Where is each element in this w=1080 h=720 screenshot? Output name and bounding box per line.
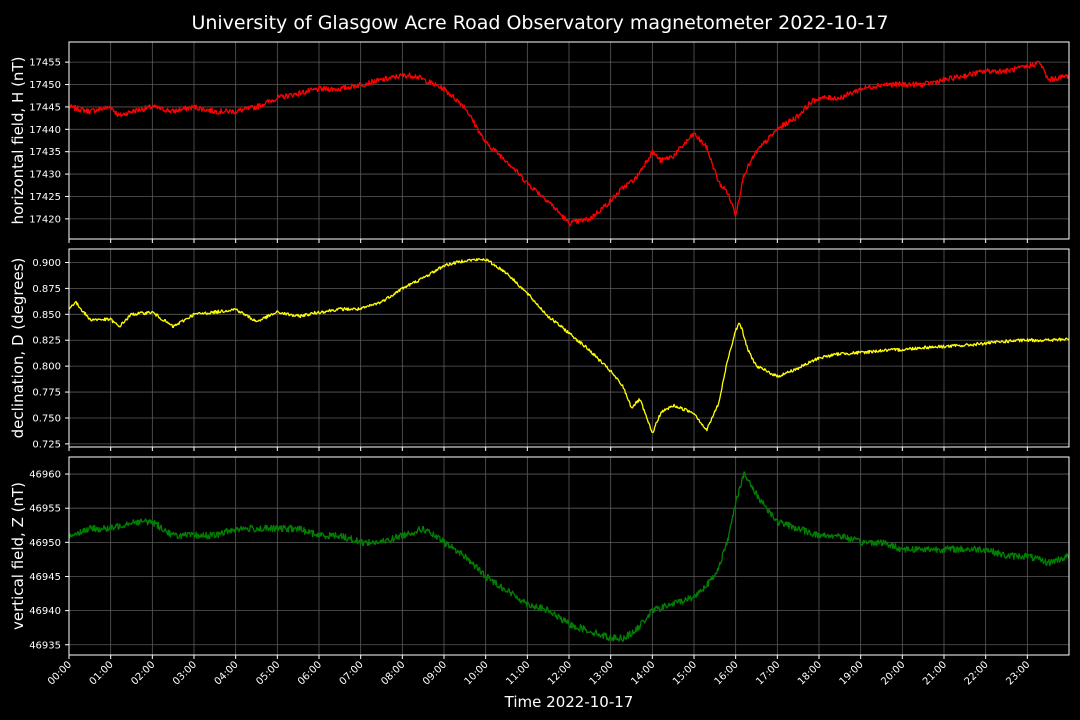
y-tick-label: 0.800: [32, 362, 61, 373]
y-tick-label: 0.900: [32, 258, 61, 269]
panel-frame: [68, 248, 1070, 448]
y-tick-label: 17455: [29, 58, 61, 69]
y-axis-label: horizontal field, H (nT): [9, 57, 27, 225]
y-tick-label: 0.725: [32, 439, 61, 450]
y-tick-label: 17425: [29, 192, 61, 203]
panel-1: 17420 17425 17430 17435 17440 17445 17450 17455…: [9, 41, 1070, 243]
y-tick-label: 46945: [29, 572, 61, 583]
y-tick-label: 17430: [29, 170, 61, 181]
y-tick-label: 0.850: [32, 310, 61, 321]
y-tick-label: 0.775: [32, 388, 61, 399]
y-axis-label: declination, D (degrees): [9, 258, 27, 439]
y-tick-label: 0.875: [32, 284, 61, 295]
y-tick-label: 17440: [29, 125, 61, 136]
panel-frame: [68, 41, 1070, 240]
y-tick-label: 17435: [29, 147, 61, 158]
series-line-3-1: [68, 471, 1070, 642]
y-tick-label: 17450: [29, 80, 61, 91]
series-line-1-1: [68, 60, 1070, 227]
y-tick-label: 0.825: [32, 336, 61, 347]
series-line-2-1: [68, 258, 1070, 433]
y-tick-label: 46950: [29, 538, 61, 549]
y-tick-label: 17445: [29, 102, 61, 113]
y-axis-label: vertical field, Z (nT): [9, 482, 27, 630]
panel-2: 0.725 0.750 0.775 0.800 0.825 0.850 0.875 0.900…: [9, 248, 1070, 451]
x-axis-label: Time 2022-10-17: [504, 693, 634, 711]
y-tick-label: 46940: [29, 606, 61, 617]
y-tick-label: 17420: [29, 214, 61, 225]
y-tick-label: 46960: [29, 470, 61, 481]
y-tick-label: 0.750: [32, 413, 61, 424]
chart-title: University of Glasgow Acre Road Observat…: [191, 12, 888, 34]
y-tick-label: 46955: [29, 504, 61, 515]
panel-frame: [68, 456, 1070, 656]
y-tick-label: 46935: [29, 640, 61, 651]
